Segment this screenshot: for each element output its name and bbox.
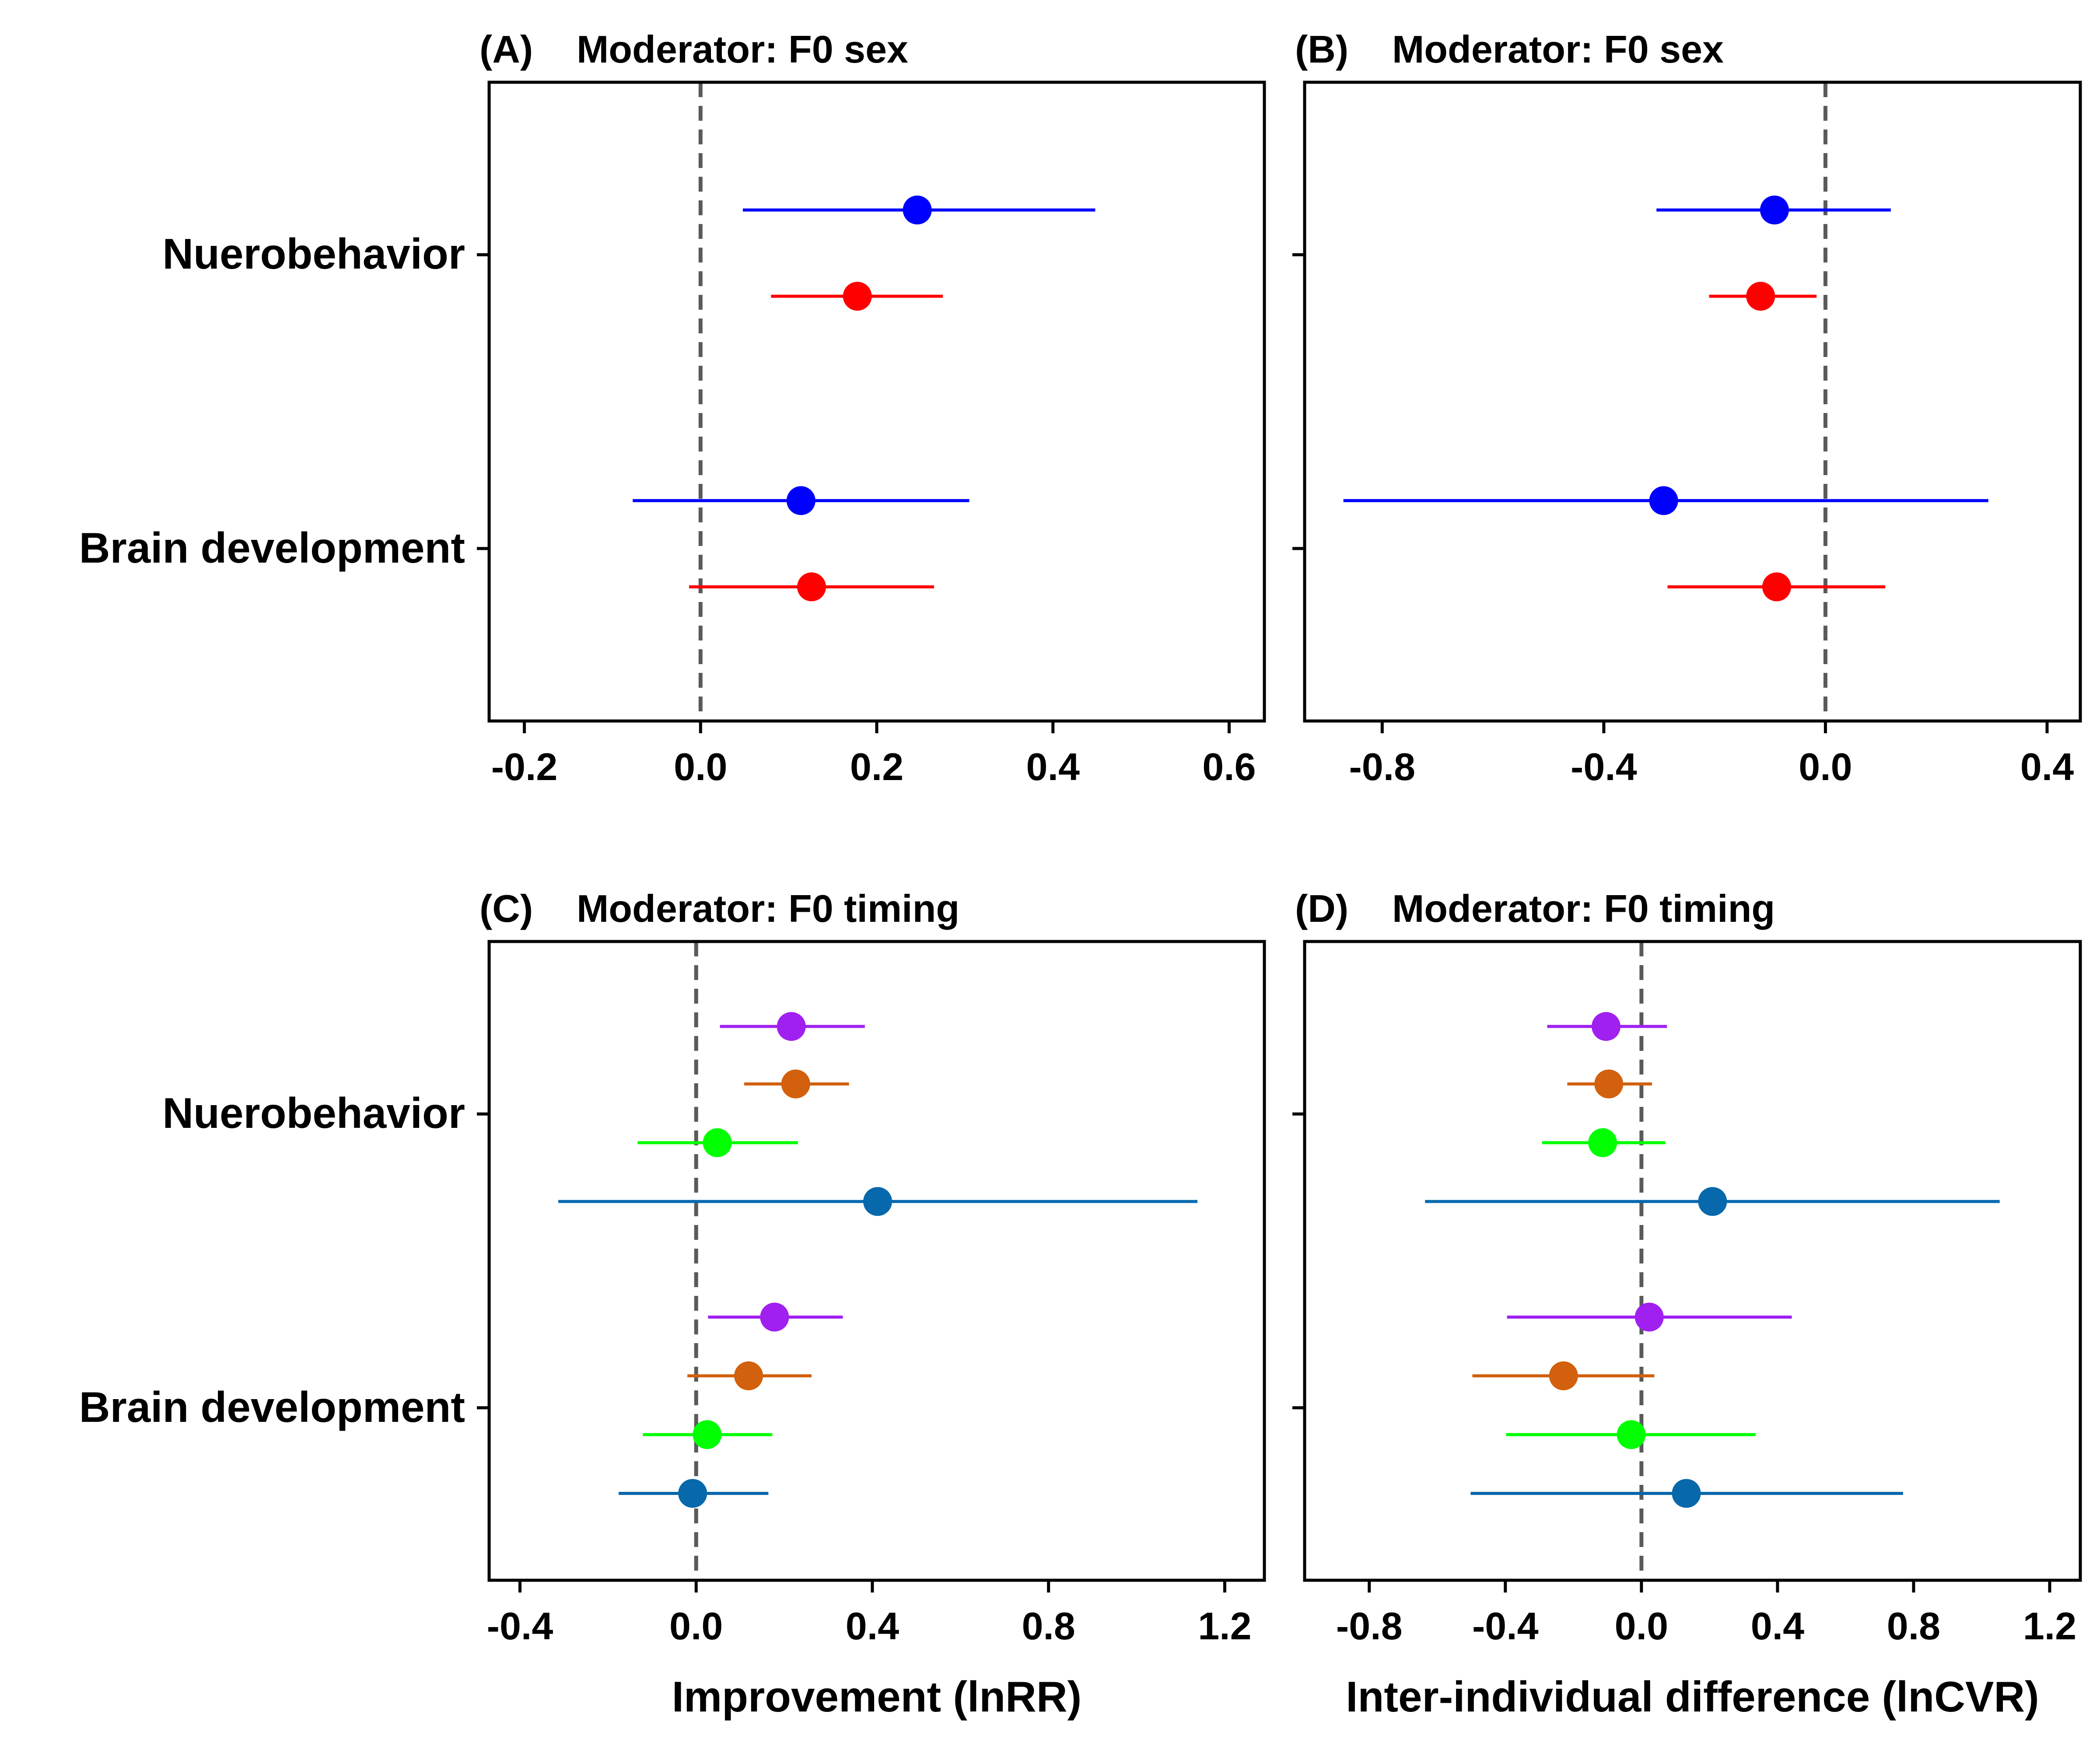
estimate-point [734, 1361, 763, 1390]
panel-label: (A) [480, 28, 533, 71]
x-tick-label: -0.8 [1336, 1604, 1403, 1648]
panel-d: (D) Moderator: F0 timing -0.8 -0.4 0.0 0.4 0.8… [1292, 887, 2082, 1721]
estimate-point [760, 1302, 789, 1332]
estimate-point [1698, 1187, 1727, 1216]
panel-label: (B) [1295, 28, 1348, 71]
estimate-point [1672, 1479, 1701, 1508]
estimate-point [693, 1420, 722, 1449]
x-tick-label: 0.8 [1022, 1604, 1075, 1648]
estimate-point [1760, 196, 1789, 224]
x-tick-label: 0.8 [1887, 1604, 1940, 1648]
plot-frame [487, 940, 1266, 1582]
y-category-label: Brain development [79, 524, 465, 572]
panel-title: Moderator: F0 timing [577, 887, 959, 930]
estimate-point [1649, 486, 1678, 515]
estimate-point [703, 1128, 732, 1157]
estimate-point [1617, 1420, 1646, 1449]
panel-b: (B) Moderator: F0 sex -0.8 -0.4 0.0 0.4 [1292, 28, 2082, 788]
x-tick-label: 0.0 [669, 1604, 723, 1648]
estimate-point [1762, 572, 1791, 602]
x-tick-label: 0.4 [2020, 745, 2074, 788]
estimate-point [1549, 1361, 1578, 1390]
panel-label: (D) [1295, 887, 1348, 930]
x-tick-label: 0.4 [1751, 1604, 1804, 1648]
x-tick-label: 1.2 [1198, 1604, 1251, 1648]
y-category-label: Brain development [79, 1383, 465, 1431]
y-category-label: Nuerobehavior [162, 1089, 465, 1137]
estimate-point [1594, 1069, 1624, 1099]
y-category-label: Nuerobehavior [162, 230, 465, 278]
x-tick-label: 1.2 [2023, 1604, 2076, 1648]
panel-title: Moderator: F0 sex [577, 28, 908, 71]
plot-frame [1303, 940, 2082, 1582]
x-tick-label: -0.2 [491, 745, 558, 788]
x-tick-label: -0.4 [1472, 1604, 1539, 1648]
estimate-point [1746, 282, 1775, 311]
estimate-point [1591, 1012, 1620, 1041]
x-tick-label: 0.4 [1026, 745, 1080, 788]
panel-title: Moderator: F0 timing [1392, 887, 1775, 930]
x-tick-label: 0.2 [850, 745, 903, 788]
estimate-point [777, 1012, 806, 1041]
estimate-point [903, 196, 932, 224]
estimate-point [678, 1479, 707, 1508]
estimate-point [863, 1187, 892, 1216]
estimate-point [781, 1069, 810, 1099]
plot-frame [487, 80, 1266, 723]
x-axis-title: Inter-individual difference (lnCVR) [1346, 1673, 2039, 1721]
estimate-point [797, 572, 826, 602]
x-axis-title: Improvement (lnRR) [672, 1673, 1082, 1721]
x-tick-label: -0.4 [487, 1604, 553, 1648]
estimate-point [786, 486, 816, 515]
x-tick-label: 0.4 [846, 1604, 899, 1648]
x-tick-label: 0.0 [1799, 745, 1852, 788]
x-tick-label: 0.6 [1202, 745, 1256, 788]
x-tick-label: 0.0 [1615, 1604, 1668, 1648]
estimate-point [1634, 1302, 1664, 1332]
estimate-point [843, 282, 872, 311]
x-tick-label: -0.8 [1349, 745, 1415, 788]
estimate-point [1588, 1128, 1617, 1157]
panel-c: (C) Moderator: F0 timing -0.4 0.0 0.4 0.8 1.2 N… [79, 887, 1266, 1721]
x-tick-label: -0.4 [1571, 745, 1637, 788]
panel-title: Moderator: F0 sex [1392, 28, 1724, 71]
plot-frame [1303, 80, 2082, 723]
x-tick-label: 0.0 [674, 745, 727, 788]
panel-label: (C) [480, 887, 533, 930]
panel-a: (A) Moderator: F0 sex -0.2 0.0 0.2 0.4 0.6 Nuer… [79, 28, 1266, 788]
